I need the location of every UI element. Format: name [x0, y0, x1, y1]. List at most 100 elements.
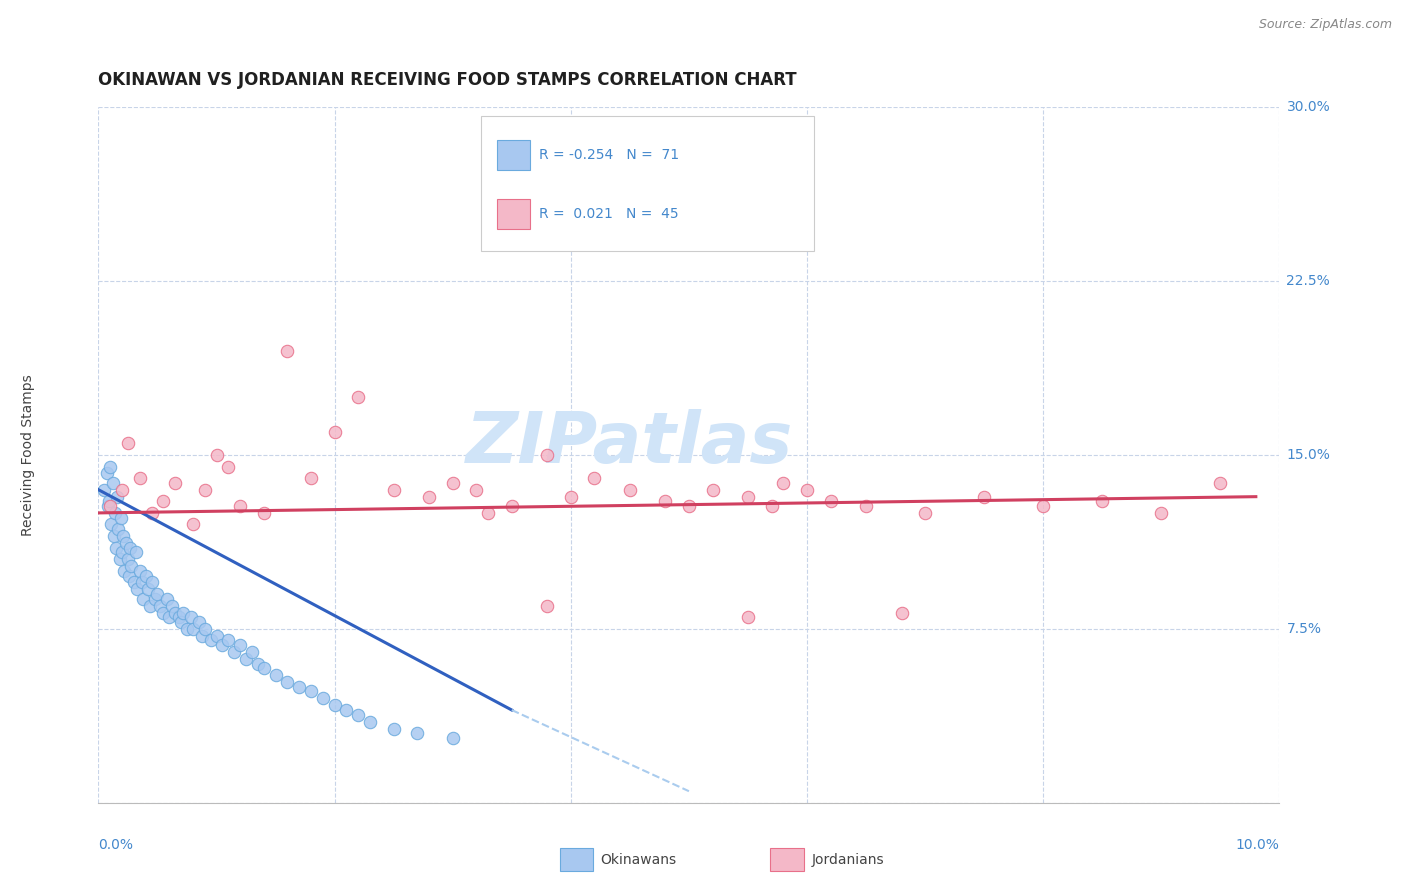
- Point: [122, 575, 145, 590]
- Point: [406, 726, 429, 740]
- Point: [121, 559, 143, 574]
- Point: [176, 622, 198, 636]
- Text: ZIPatlas: ZIPatlas: [467, 409, 793, 478]
- Point: [181, 517, 204, 532]
- Point: [118, 568, 141, 582]
- Point: [100, 517, 122, 532]
- Point: [98, 494, 121, 508]
- Point: [465, 483, 488, 497]
- Point: [820, 494, 842, 508]
- Point: [224, 645, 246, 659]
- Point: [172, 606, 194, 620]
- Text: Okinawans: Okinawans: [600, 853, 676, 867]
- Point: [477, 506, 499, 520]
- Point: [110, 510, 132, 524]
- Point: [135, 568, 157, 582]
- Point: [120, 541, 142, 555]
- Point: [180, 610, 202, 624]
- Point: [104, 506, 127, 520]
- Point: [143, 591, 166, 606]
- Point: [217, 633, 239, 648]
- Text: 22.5%: 22.5%: [1286, 274, 1330, 288]
- Text: 0.0%: 0.0%: [98, 838, 134, 853]
- Point: [654, 494, 676, 508]
- Text: 15.0%: 15.0%: [1286, 448, 1330, 462]
- Point: [107, 522, 129, 536]
- Point: [191, 629, 214, 643]
- Point: [217, 459, 239, 474]
- Point: [441, 475, 464, 490]
- Point: [678, 499, 700, 513]
- Point: [772, 475, 794, 490]
- Point: [205, 629, 228, 643]
- Point: [1150, 506, 1173, 520]
- Point: [101, 475, 124, 490]
- Point: [141, 506, 163, 520]
- Point: [536, 448, 558, 462]
- Point: [167, 610, 190, 624]
- Text: Jordanians: Jordanians: [811, 853, 884, 867]
- Point: [165, 606, 187, 620]
- Point: [441, 731, 464, 745]
- Point: [855, 499, 877, 513]
- Point: [737, 610, 759, 624]
- Point: [152, 606, 174, 620]
- Point: [312, 691, 335, 706]
- Point: [194, 622, 217, 636]
- Point: [583, 471, 606, 485]
- Point: [93, 483, 115, 497]
- Point: [112, 564, 135, 578]
- Point: [105, 541, 128, 555]
- Point: [796, 483, 818, 497]
- Point: [501, 499, 523, 513]
- Point: [97, 499, 120, 513]
- Point: [229, 499, 252, 513]
- Point: [276, 675, 298, 690]
- Text: Receiving Food Stamps: Receiving Food Stamps: [21, 374, 35, 536]
- Point: [105, 490, 128, 504]
- Point: [98, 459, 121, 474]
- Point: [146, 587, 169, 601]
- Point: [536, 599, 558, 613]
- Point: [299, 684, 322, 698]
- Point: [418, 490, 440, 504]
- Text: 10.0%: 10.0%: [1236, 838, 1279, 853]
- Point: [139, 599, 162, 613]
- Point: [125, 545, 148, 559]
- Point: [181, 622, 204, 636]
- Point: [160, 599, 183, 613]
- Point: [132, 591, 155, 606]
- Point: [165, 475, 187, 490]
- Point: [1091, 494, 1114, 508]
- Point: [335, 703, 357, 717]
- Point: [96, 467, 118, 481]
- Point: [128, 564, 150, 578]
- Point: [382, 483, 405, 497]
- Point: [347, 390, 370, 404]
- Point: [200, 633, 222, 648]
- Point: [111, 545, 134, 559]
- Point: [323, 698, 346, 713]
- Point: [108, 552, 131, 566]
- Point: [914, 506, 936, 520]
- Point: [347, 707, 370, 722]
- Point: [152, 494, 174, 508]
- Point: [111, 483, 134, 497]
- Point: [127, 582, 149, 597]
- Point: [560, 490, 582, 504]
- Point: [359, 714, 381, 729]
- Point: [737, 490, 759, 504]
- Text: 7.5%: 7.5%: [1286, 622, 1322, 636]
- Point: [117, 436, 139, 450]
- Point: [288, 680, 311, 694]
- Point: [323, 425, 346, 439]
- Point: [156, 591, 179, 606]
- Point: [235, 652, 257, 666]
- Point: [194, 483, 217, 497]
- Point: [973, 490, 995, 504]
- Point: [240, 645, 263, 659]
- Point: [141, 575, 163, 590]
- Point: [253, 661, 276, 675]
- Point: [702, 483, 724, 497]
- Point: [211, 638, 233, 652]
